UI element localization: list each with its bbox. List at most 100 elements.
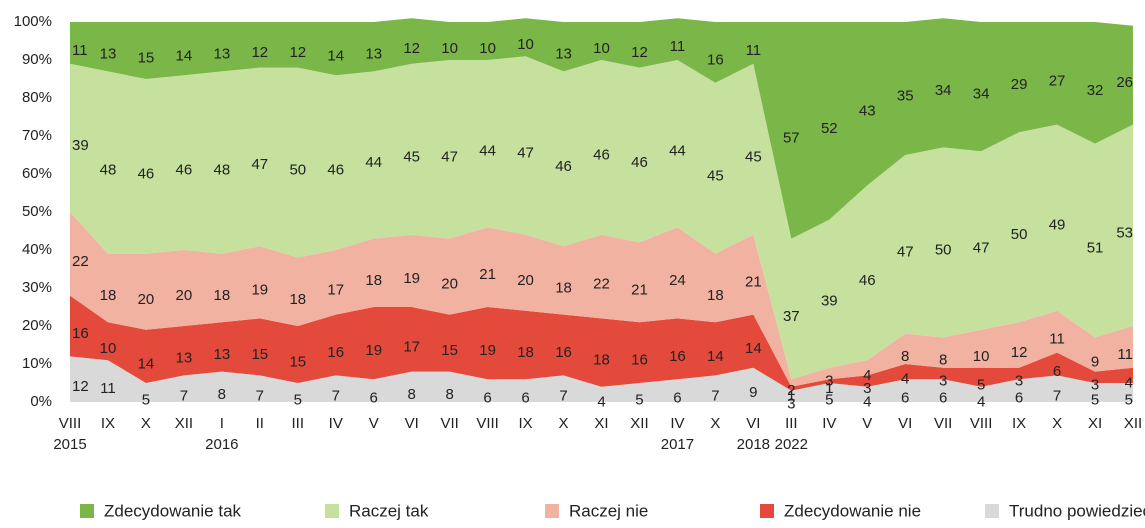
x-tick-label: III [785, 415, 798, 432]
data-label: 13 [214, 46, 231, 63]
data-label: 47 [441, 148, 458, 165]
data-label: 5 [142, 391, 150, 408]
data-label: 32 [1087, 82, 1104, 99]
x-tick-label: X [1052, 415, 1062, 432]
data-label: 14 [138, 355, 155, 372]
data-label: 22 [593, 276, 610, 293]
data-label: 12 [72, 378, 89, 395]
x-tick-label: XII [1124, 415, 1142, 432]
x-tick-label: IX [101, 415, 115, 432]
data-label: 19 [251, 281, 268, 298]
x-year-label: 2017 [661, 436, 694, 453]
data-label: 5 [294, 391, 302, 408]
data-label: 18 [100, 287, 117, 304]
x-tick-label: XI [1088, 415, 1102, 432]
data-label: 14 [327, 48, 344, 65]
data-label: 10 [100, 340, 117, 357]
data-label: 52 [821, 120, 838, 137]
data-label: 1 [787, 388, 795, 405]
data-label: 15 [251, 346, 268, 363]
data-label: 6 [483, 390, 491, 407]
data-label: 47 [251, 156, 268, 173]
data-label: 50 [1011, 226, 1028, 243]
y-tick-label: 40% [22, 241, 52, 258]
x-year-label: 2016 [205, 436, 238, 453]
data-label: 12 [1011, 344, 1028, 361]
data-label: 9 [1091, 353, 1099, 370]
data-label: 18 [593, 352, 610, 369]
x-tick-label: V [369, 415, 379, 432]
data-label: 15 [138, 49, 155, 66]
data-label: 46 [176, 162, 193, 179]
data-label: 3 [787, 395, 795, 412]
data-label: 18 [517, 344, 534, 361]
data-label: 46 [631, 154, 648, 171]
data-label: 10 [973, 348, 990, 365]
data-label: 17 [327, 281, 344, 298]
x-tick-label: IX [518, 415, 532, 432]
legend-swatch [80, 504, 94, 518]
legend-swatch [545, 504, 559, 518]
data-label: 12 [251, 44, 268, 61]
data-label: 49 [1049, 217, 1066, 234]
data-label: 7 [180, 388, 188, 405]
data-label: 57 [783, 129, 800, 146]
data-label: 10 [593, 40, 610, 57]
x-tick-label: VII [934, 415, 952, 432]
data-label: 16 [631, 352, 648, 369]
data-label: 10 [517, 36, 534, 53]
data-label: 11 [746, 42, 762, 59]
data-label: 45 [707, 167, 724, 184]
data-label: 44 [669, 143, 686, 160]
data-label: 47 [973, 239, 990, 256]
legend-label: Zdecydowanie tak [104, 501, 242, 520]
y-tick-label: 90% [22, 51, 52, 68]
data-label: 16 [327, 344, 344, 361]
data-label: 7 [711, 388, 719, 405]
legend-swatch [985, 504, 999, 518]
data-label: 11 [1049, 331, 1065, 348]
data-label: 15 [441, 342, 458, 359]
x-tick-label: I [220, 415, 224, 432]
data-label: 5 [1125, 391, 1133, 408]
data-label: 8 [408, 386, 416, 403]
x-tick-label: VII [440, 415, 458, 432]
data-label: 46 [593, 146, 610, 163]
data-label: 13 [100, 46, 117, 63]
data-label: 1 [825, 380, 833, 397]
y-tick-label: 0% [30, 393, 52, 410]
data-label: 10 [441, 40, 458, 57]
data-label: 26 [1116, 74, 1133, 91]
data-label: 46 [555, 158, 572, 175]
x-tick-label: XII [175, 415, 193, 432]
x-year-label: 2022 [775, 436, 808, 453]
data-label: 7 [559, 388, 567, 405]
legend-swatch [760, 504, 774, 518]
data-label: 8 [901, 348, 909, 365]
data-label: 6 [939, 390, 947, 407]
data-label: 8 [218, 386, 226, 403]
area [70, 56, 1133, 380]
area [70, 295, 1133, 391]
data-label: 20 [517, 272, 534, 289]
x-tick-label: V [862, 415, 872, 432]
area [70, 18, 1133, 239]
data-label: 45 [745, 148, 762, 165]
y-tick-label: 80% [22, 89, 52, 106]
x-tick-label: XI [594, 415, 608, 432]
data-label: 2 [787, 382, 795, 399]
data-label: 5 [977, 376, 985, 393]
data-label: 46 [859, 272, 876, 289]
data-label: 12 [403, 40, 420, 57]
data-label: 8 [445, 386, 453, 403]
y-tick-label: 30% [22, 279, 52, 296]
data-label: 7 [256, 388, 264, 405]
y-tick-label: 10% [22, 355, 52, 372]
data-label: 53 [1116, 224, 1133, 241]
data-label: 4 [1125, 374, 1133, 391]
data-label: 16 [707, 51, 724, 68]
data-label: 18 [365, 272, 382, 289]
data-label: 4 [863, 393, 871, 410]
data-label: 3 [825, 372, 833, 389]
data-label: 12 [289, 44, 306, 61]
